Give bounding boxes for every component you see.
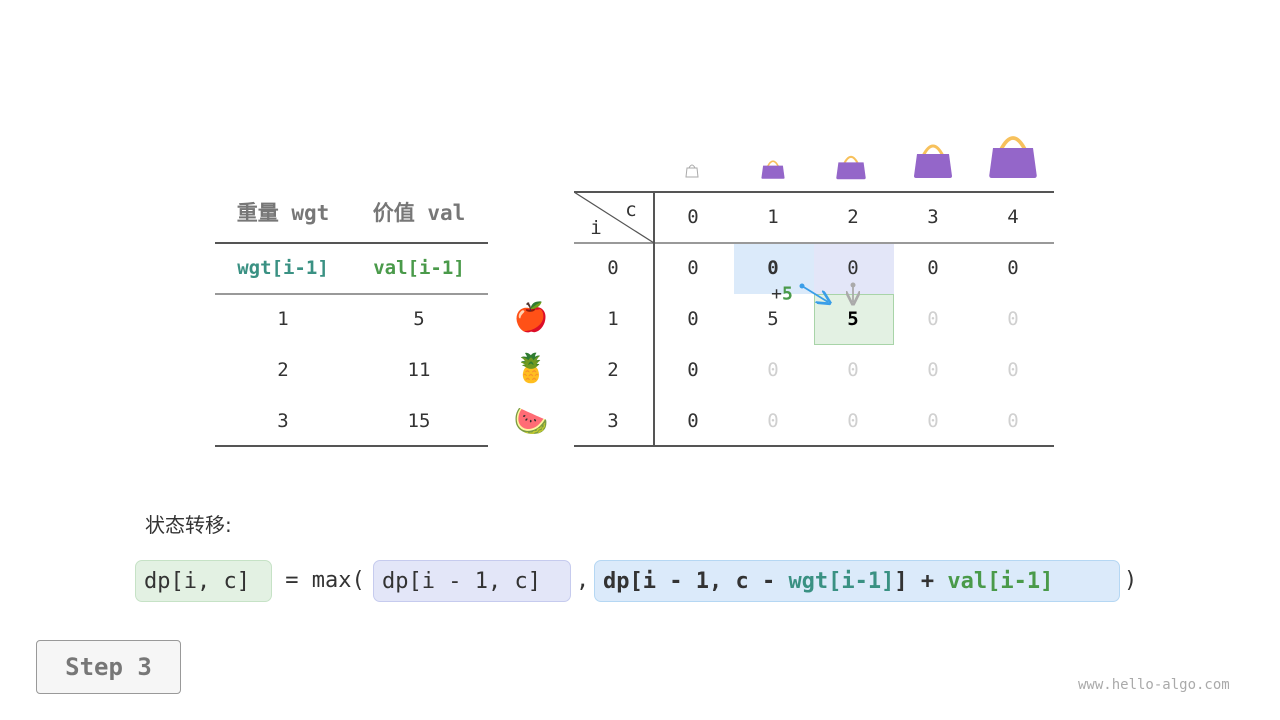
step-button[interactable]: Step 3	[36, 640, 181, 694]
wgt-cell: 3	[277, 410, 289, 432]
plus-value: 5	[782, 283, 793, 305]
dp-cell: 0	[847, 359, 859, 381]
corner-row-label: i	[590, 217, 602, 239]
dp-cell: 0	[1007, 410, 1019, 432]
row-label: 3	[607, 410, 619, 432]
divider	[653, 192, 655, 446]
dp-cell: 5	[767, 308, 779, 330]
formula-val: val[i-1]	[947, 568, 1054, 594]
corner-diagonal	[574, 192, 654, 243]
val-cell: 15	[407, 410, 431, 432]
dp-cell: 0	[687, 410, 699, 432]
bag-icons	[685, 136, 1037, 180]
wgt-cell: 2	[277, 359, 289, 381]
col-header: 3	[927, 206, 939, 228]
formula-option-up: dp[i - 1, c]	[373, 560, 571, 602]
bag-icon-4	[989, 136, 1037, 178]
subheader-val: val[i-1]	[373, 257, 465, 279]
wgt-cell: 1	[277, 308, 289, 330]
dp-cell: 0	[687, 257, 699, 279]
plus-annotation: +5	[771, 284, 793, 305]
col-header: 0	[687, 206, 699, 228]
divider	[574, 445, 1054, 447]
transition-label: 状态转移:	[145, 513, 232, 537]
formula-lhs: dp[i, c]	[135, 560, 272, 602]
dp-cell: 0	[1007, 359, 1019, 381]
row-label: 2	[607, 359, 619, 381]
dp-cell: 5	[847, 308, 859, 330]
subheader-wgt: wgt[i-1]	[237, 257, 329, 279]
formula-max: = max(	[272, 568, 365, 593]
formula-wgt: wgt[i-1]	[788, 568, 895, 594]
dp-cell: 0	[687, 359, 699, 381]
dp-cell: 0	[927, 308, 939, 330]
col-header: 4	[1007, 206, 1019, 228]
bag-icon-3	[914, 144, 952, 178]
dp-cell: 0	[767, 257, 779, 279]
header-value: 价值 val	[372, 201, 466, 225]
formula-option-diag: dp[i - 1, c - wgt[i-1]] + val[i-1]	[594, 560, 1120, 602]
row-label: 0	[607, 257, 619, 279]
divider	[574, 242, 1054, 244]
row-label: 1	[607, 308, 619, 330]
bag-icon-1	[761, 160, 785, 179]
val-cell: 11	[407, 359, 431, 381]
divider	[215, 242, 488, 244]
dp-cell: 0	[927, 410, 939, 432]
bag-icon-empty	[685, 164, 699, 178]
dp-cell: 0	[767, 410, 779, 432]
formula-close: )	[1124, 568, 1138, 593]
dp-cell: 0	[767, 359, 779, 381]
formula-text: ] +	[894, 568, 948, 594]
dp-cell: 0	[1007, 257, 1019, 279]
dp-cell: 0	[847, 410, 859, 432]
formula-comma: ,	[576, 568, 590, 593]
dp-cell: 0	[687, 308, 699, 330]
pineapple-icon: 🍍	[513, 351, 549, 385]
watermelon-icon: 🍉	[513, 404, 549, 438]
divider	[215, 293, 488, 295]
formula-text: dp[i - 1, c -	[603, 568, 789, 594]
col-header: 2	[847, 206, 859, 228]
apple-icon: 🍎	[513, 300, 549, 334]
col-header: 1	[767, 206, 779, 228]
watermark: www.hello-algo.com	[1078, 677, 1230, 693]
header-weight: 重量 wgt	[236, 201, 330, 225]
dp-cell: 0	[1007, 308, 1019, 330]
dp-cell: 0	[847, 257, 859, 279]
val-cell: 5	[413, 308, 425, 330]
bag-icon-2	[836, 155, 866, 180]
divider	[215, 445, 488, 447]
plus-sign: +	[771, 283, 782, 305]
divider	[574, 191, 1054, 193]
corner-col-label: c	[625, 199, 637, 221]
dp-cell: 0	[927, 359, 939, 381]
dp-cell: 0	[927, 257, 939, 279]
